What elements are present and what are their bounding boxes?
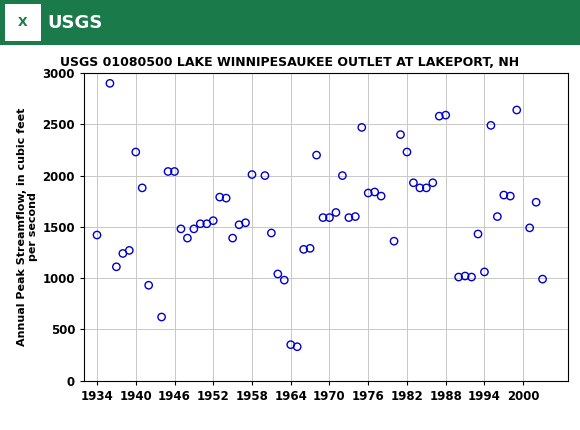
Point (92, 232, 101, 239)
Point (506, 193, 515, 200)
Point (164, 168, 173, 175)
Point (454, 273, 463, 280)
Point (228, 235, 237, 242)
Point (389, 238, 398, 245)
Point (247, 171, 256, 178)
Point (338, 172, 347, 179)
Point (331, 209, 340, 216)
Point (170, 168, 179, 175)
Point (403, 149, 412, 156)
Point (137, 184, 147, 191)
Text: USGS: USGS (48, 14, 103, 31)
Point (112, 263, 121, 270)
Point (409, 179, 418, 186)
Y-axis label: Annual Peak Streamflow, in cubic feet
per second: Annual Peak Streamflow, in cubic feet pe… (17, 108, 38, 346)
Point (106, 80, 115, 87)
Point (351, 213, 360, 220)
Point (144, 282, 153, 289)
Point (234, 221, 244, 228)
Point (267, 230, 276, 236)
Point (202, 220, 212, 227)
Point (273, 270, 282, 277)
Point (461, 273, 470, 280)
Point (292, 343, 302, 350)
Point (215, 194, 224, 200)
Point (493, 213, 502, 220)
Point (125, 247, 134, 254)
Point (480, 268, 489, 275)
Point (325, 214, 334, 221)
Text: X: X (18, 16, 27, 29)
Point (467, 273, 476, 280)
Point (195, 220, 205, 227)
Point (396, 131, 405, 138)
Point (241, 219, 250, 226)
Point (118, 250, 128, 257)
Point (512, 107, 521, 114)
Point (209, 217, 218, 224)
Point (499, 192, 509, 199)
Point (183, 235, 192, 242)
Point (531, 199, 541, 206)
Point (415, 184, 425, 191)
Point (376, 193, 386, 200)
Text: USGS 01080500 LAKE WINNIPESAUKEE OUTLET AT LAKEPORT, NH: USGS 01080500 LAKE WINNIPESAUKEE OUTLET … (60, 56, 520, 69)
Point (306, 245, 315, 252)
Point (422, 184, 431, 191)
Point (280, 276, 289, 283)
Point (222, 195, 231, 202)
Point (441, 112, 450, 119)
Point (312, 152, 321, 159)
Point (428, 179, 437, 186)
Point (525, 224, 534, 231)
Point (473, 230, 483, 237)
Point (434, 113, 444, 120)
Point (131, 149, 140, 156)
Point (157, 313, 166, 320)
Point (370, 188, 379, 195)
Point (364, 190, 373, 197)
Point (176, 225, 186, 232)
Point (344, 214, 353, 221)
Point (189, 225, 198, 232)
Point (286, 341, 295, 348)
Point (318, 214, 328, 221)
Point (486, 122, 495, 129)
Point (538, 276, 547, 283)
Point (260, 172, 270, 179)
Point (299, 246, 309, 253)
Point (357, 124, 367, 131)
